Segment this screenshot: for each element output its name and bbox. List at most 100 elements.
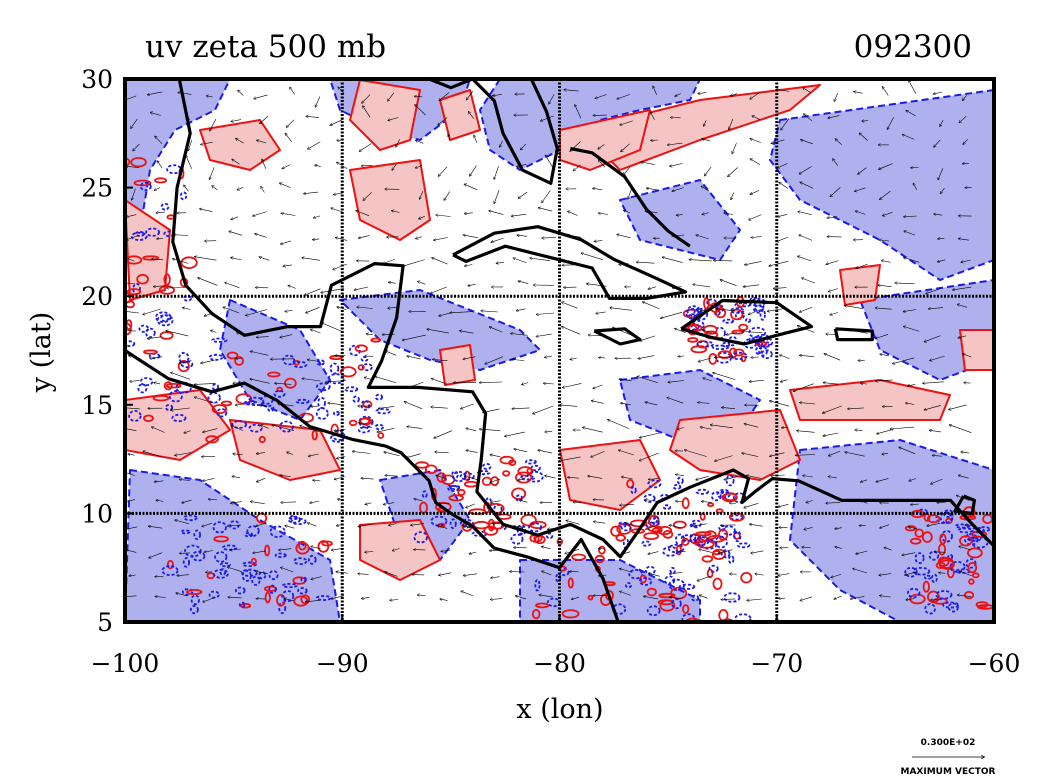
small-contour	[924, 574, 932, 580]
wind-vector	[228, 567, 242, 572]
wind-vector	[362, 94, 371, 104]
small-contour	[126, 288, 142, 296]
small-contour	[510, 533, 524, 545]
small-contour	[708, 564, 719, 573]
wind-vector	[927, 523, 941, 526]
wind-vector	[542, 237, 556, 238]
wind-vector	[702, 139, 711, 142]
wind-vector	[311, 330, 321, 334]
small-contour	[163, 273, 171, 286]
positive-region-5	[439, 89, 481, 141]
small-contour	[125, 157, 131, 167]
wind-vector	[518, 191, 528, 198]
wind-vector	[254, 94, 268, 99]
wind-vector	[648, 479, 659, 480]
wind-vector	[210, 167, 215, 179]
small-contour	[154, 177, 168, 184]
wind-vector	[715, 455, 733, 462]
small-contour	[344, 386, 359, 393]
wind-vector	[437, 526, 448, 529]
wind-vector	[359, 143, 372, 152]
wind-vector	[166, 331, 189, 337]
wind-vector	[697, 575, 711, 581]
small-contour	[502, 470, 511, 477]
wind-vector	[778, 573, 790, 576]
wind-vector	[904, 258, 920, 263]
wind-vector	[934, 552, 946, 553]
wind-vector	[305, 288, 321, 295]
wind-vector	[359, 235, 370, 238]
small-contour	[733, 348, 745, 357]
small-contour	[424, 464, 438, 475]
small-contour	[528, 522, 543, 533]
wind-vector	[439, 572, 452, 576]
wind-vector	[231, 119, 242, 122]
small-contour	[108, 139, 113, 144]
small-contour	[560, 567, 570, 577]
small-contour	[142, 255, 160, 261]
wind-vector	[470, 165, 477, 176]
wind-vector	[154, 481, 164, 482]
wind-vector	[957, 304, 968, 308]
wind-vector	[625, 523, 634, 526]
wind-vector	[416, 140, 424, 144]
wind-vector	[545, 356, 552, 358]
wind-vector	[285, 526, 295, 529]
wind-vector	[743, 284, 760, 287]
wind-vector	[255, 234, 267, 238]
wind-vector	[148, 336, 162, 339]
wind-vector	[155, 596, 166, 597]
wind-vector	[653, 86, 657, 95]
small-contour	[957, 527, 974, 534]
wind-vector	[701, 186, 710, 192]
small-contour	[685, 307, 701, 320]
wind-vector	[420, 191, 424, 199]
small-contour	[545, 532, 554, 540]
max-vector-caption: MAXIMUM VECTOR	[900, 767, 995, 777]
wind-vector	[133, 143, 140, 151]
wind-vector	[173, 259, 189, 264]
wind-vector	[608, 420, 630, 429]
small-contour	[682, 604, 690, 614]
wind-vector	[533, 405, 554, 414]
small-contour	[646, 587, 657, 597]
wind-vector	[231, 216, 239, 220]
small-contour	[594, 554, 605, 564]
wind-vector	[282, 164, 291, 169]
wind-vector	[713, 373, 736, 380]
wind-vector	[493, 94, 502, 95]
wind-vector	[204, 551, 214, 553]
coastline-2	[428, 79, 559, 185]
small-contour	[760, 349, 773, 360]
wind-vector	[466, 428, 477, 432]
wind-vector	[731, 192, 734, 200]
small-contour	[912, 566, 931, 576]
wind-vector	[624, 210, 631, 214]
wind-vector	[332, 548, 343, 550]
wind-vector	[231, 501, 242, 504]
wind-vector	[826, 502, 841, 503]
small-contour	[293, 557, 308, 565]
small-contour	[152, 395, 170, 402]
wind-vector	[750, 91, 761, 99]
wind-vector	[460, 331, 474, 334]
wind-vector	[700, 427, 712, 430]
small-contour	[511, 487, 527, 500]
wind-vector	[233, 454, 243, 455]
wind-vector	[246, 309, 267, 316]
wind-vector	[617, 94, 631, 99]
small-contour	[361, 363, 373, 372]
wind-vector	[304, 191, 319, 194]
wind-vector	[474, 135, 478, 143]
wind-vector	[678, 427, 684, 429]
wind-vector	[155, 136, 163, 145]
wind-vector	[188, 140, 193, 150]
wind-vector	[621, 403, 631, 406]
wind-vector	[799, 166, 812, 174]
small-contour	[220, 400, 233, 407]
wind-vector	[637, 262, 655, 263]
wind-vector	[620, 591, 631, 596]
wind-vector	[781, 118, 790, 129]
wind-vector	[699, 549, 712, 553]
wind-vector	[414, 499, 423, 502]
